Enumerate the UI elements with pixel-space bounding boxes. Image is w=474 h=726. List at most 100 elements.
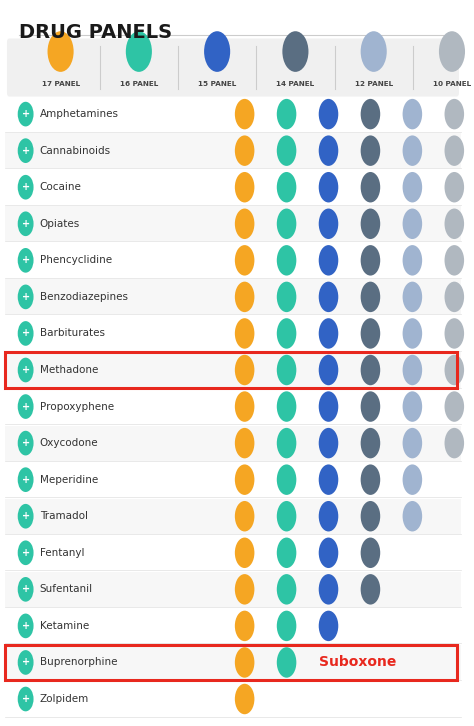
Circle shape: [402, 355, 422, 386]
Text: +: +: [21, 109, 30, 119]
Circle shape: [235, 501, 255, 531]
Text: Barbiturates: Barbiturates: [40, 328, 105, 338]
Text: Oxycodone: Oxycodone: [40, 438, 98, 448]
Circle shape: [18, 358, 34, 383]
Circle shape: [235, 318, 255, 348]
Text: +: +: [21, 621, 30, 631]
Circle shape: [445, 245, 464, 276]
Text: 16 PANEL: 16 PANEL: [120, 81, 158, 86]
FancyBboxPatch shape: [7, 38, 459, 97]
Text: Suboxone: Suboxone: [319, 656, 397, 669]
Circle shape: [277, 355, 296, 386]
Circle shape: [18, 248, 34, 273]
Circle shape: [319, 318, 338, 348]
Text: +: +: [21, 146, 30, 155]
Text: Amphetamines: Amphetamines: [40, 109, 118, 119]
Text: +: +: [21, 292, 30, 302]
Circle shape: [18, 431, 34, 455]
Circle shape: [319, 501, 338, 531]
Circle shape: [18, 175, 34, 200]
FancyBboxPatch shape: [5, 242, 461, 278]
Text: +: +: [21, 584, 30, 595]
Text: +: +: [21, 328, 30, 338]
Circle shape: [445, 428, 464, 458]
Circle shape: [445, 99, 464, 129]
Circle shape: [445, 282, 464, 312]
FancyBboxPatch shape: [5, 499, 461, 534]
Circle shape: [277, 282, 296, 312]
Circle shape: [319, 208, 338, 239]
Circle shape: [235, 537, 255, 568]
Circle shape: [445, 136, 464, 166]
Circle shape: [277, 537, 296, 568]
Text: +: +: [21, 694, 30, 704]
Text: +: +: [21, 256, 30, 265]
Circle shape: [18, 211, 34, 236]
Circle shape: [126, 31, 152, 72]
Circle shape: [277, 465, 296, 495]
Circle shape: [402, 501, 422, 531]
FancyBboxPatch shape: [5, 572, 461, 607]
Text: Methadone: Methadone: [40, 365, 98, 375]
Text: Meperidine: Meperidine: [40, 475, 98, 485]
Circle shape: [235, 465, 255, 495]
Text: Cocaine: Cocaine: [40, 182, 82, 192]
Circle shape: [439, 31, 465, 72]
Text: Cannabinoids: Cannabinoids: [40, 146, 111, 155]
Text: Opiates: Opiates: [40, 219, 80, 229]
Text: Fentanyl: Fentanyl: [40, 548, 84, 558]
Circle shape: [277, 245, 296, 276]
Circle shape: [235, 428, 255, 458]
FancyBboxPatch shape: [5, 389, 461, 424]
Circle shape: [18, 285, 34, 309]
Circle shape: [319, 465, 338, 495]
Circle shape: [235, 99, 255, 129]
Circle shape: [319, 172, 338, 203]
Text: 15 PANEL: 15 PANEL: [198, 81, 236, 86]
Text: +: +: [21, 365, 30, 375]
Text: 14 PANEL: 14 PANEL: [276, 81, 314, 86]
Circle shape: [361, 245, 380, 276]
Circle shape: [277, 611, 296, 641]
FancyBboxPatch shape: [5, 425, 461, 461]
Circle shape: [18, 650, 34, 674]
FancyBboxPatch shape: [5, 170, 461, 205]
Circle shape: [319, 537, 338, 568]
Circle shape: [361, 208, 380, 239]
Circle shape: [18, 394, 34, 419]
FancyBboxPatch shape: [5, 97, 461, 131]
Circle shape: [361, 428, 380, 458]
Text: +: +: [21, 475, 30, 485]
Circle shape: [402, 208, 422, 239]
Circle shape: [402, 318, 422, 348]
Circle shape: [361, 172, 380, 203]
Circle shape: [319, 99, 338, 129]
Circle shape: [18, 577, 34, 602]
FancyBboxPatch shape: [5, 206, 461, 241]
Circle shape: [402, 428, 422, 458]
Circle shape: [235, 208, 255, 239]
Circle shape: [319, 428, 338, 458]
Text: Propoxyphene: Propoxyphene: [40, 401, 114, 412]
Circle shape: [277, 428, 296, 458]
Circle shape: [361, 391, 380, 422]
Circle shape: [18, 321, 34, 346]
Circle shape: [319, 611, 338, 641]
Circle shape: [277, 172, 296, 203]
Circle shape: [361, 99, 380, 129]
Text: +: +: [21, 438, 30, 448]
Text: 17 PANEL: 17 PANEL: [42, 81, 80, 86]
FancyBboxPatch shape: [5, 133, 461, 168]
Circle shape: [319, 245, 338, 276]
Circle shape: [277, 208, 296, 239]
Circle shape: [319, 282, 338, 312]
Circle shape: [445, 172, 464, 203]
Circle shape: [361, 465, 380, 495]
Circle shape: [277, 391, 296, 422]
Text: Benzodiazepines: Benzodiazepines: [40, 292, 128, 302]
Circle shape: [445, 208, 464, 239]
FancyBboxPatch shape: [5, 352, 461, 388]
Circle shape: [18, 540, 34, 565]
Circle shape: [204, 31, 230, 72]
Text: +: +: [21, 219, 30, 229]
